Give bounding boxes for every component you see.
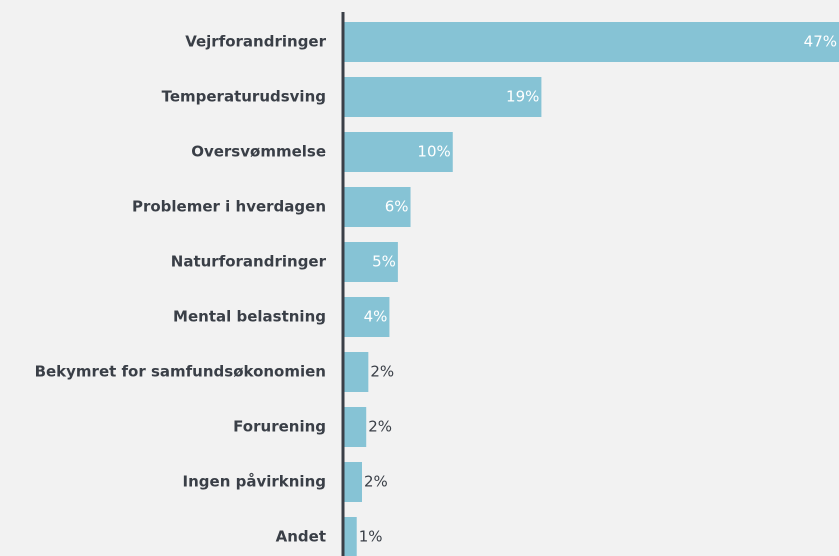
category-label: Andet (276, 528, 326, 546)
value-label: 47% (804, 33, 837, 51)
bar (343, 22, 839, 62)
value-label: 1% (359, 528, 383, 546)
category-label: Temperaturudsving (162, 88, 326, 106)
bar (343, 462, 362, 502)
bar (343, 352, 369, 392)
value-label: 2% (364, 473, 388, 491)
bar (343, 187, 411, 227)
category-label: Bekymret for samfundsøkonomien (35, 363, 326, 381)
category-label: Mental belastning (173, 308, 326, 326)
bar (343, 132, 453, 172)
bar (343, 407, 367, 447)
category-label: Ingen påvirkning (183, 473, 326, 491)
category-label: Vejrforandringer (185, 33, 326, 51)
value-label: 5% (372, 253, 396, 271)
category-label: Naturforandringer (171, 253, 327, 271)
category-label: Problemer i hverdagen (132, 198, 326, 216)
bar (343, 242, 398, 282)
bar (343, 297, 390, 337)
category-label: Forurening (233, 418, 326, 436)
value-label: 6% (385, 198, 409, 216)
value-label: 10% (417, 143, 450, 161)
value-label: 2% (368, 418, 392, 436)
category-label: Oversvømmelse (191, 143, 326, 161)
value-label: 19% (506, 88, 539, 106)
value-label: 4% (364, 308, 388, 326)
bar (343, 517, 357, 556)
value-label: 2% (370, 363, 394, 381)
bar (343, 77, 542, 117)
